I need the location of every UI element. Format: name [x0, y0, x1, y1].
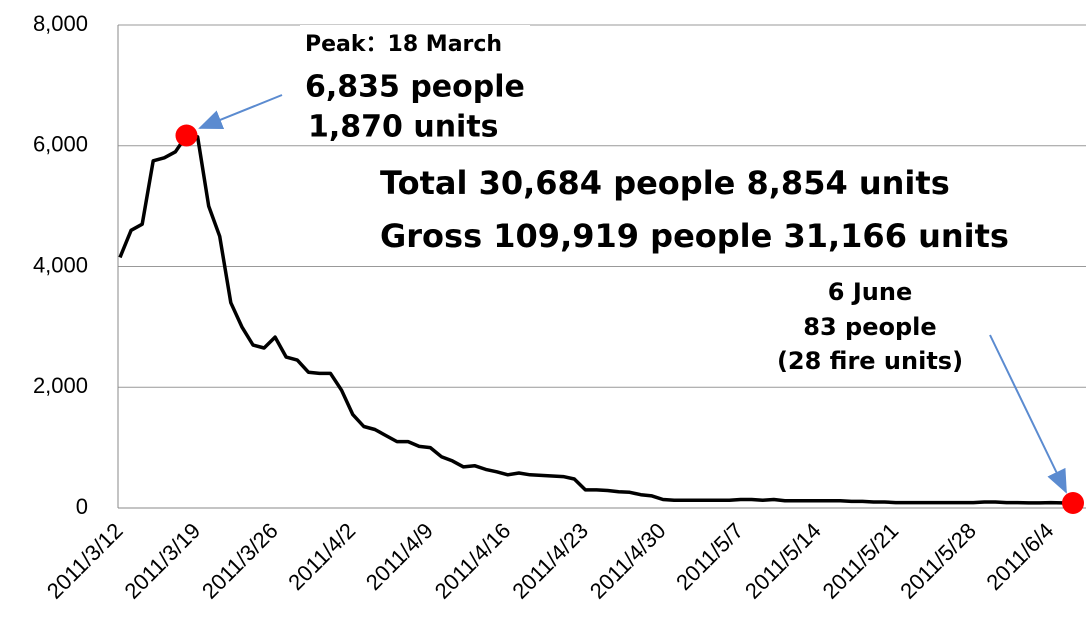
- annotation: Total 30,684 people 8,854 units: [380, 164, 950, 202]
- x-tick-label: 2011/4/23: [507, 518, 593, 604]
- annotation-bg: [300, 25, 530, 145]
- y-tick-label: 0: [76, 494, 88, 519]
- x-tick-label: 2011/4/16: [430, 518, 516, 604]
- x-tick-label: 2011/3/19: [119, 518, 205, 604]
- annotation-bg: [372, 158, 982, 258]
- x-tick-label: 2011/4/9: [361, 518, 438, 595]
- highlight-point: [175, 124, 198, 147]
- y-tick-label: 4,000: [33, 252, 88, 277]
- y-tick-label: 2,000: [33, 373, 88, 398]
- x-tick-label: 2011/3/26: [197, 518, 283, 604]
- marks: [118, 124, 1084, 514]
- annotation: Peak：18 March: [305, 32, 502, 57]
- x-tick-label: 2011/5/21: [818, 518, 904, 604]
- annotation-bg: [755, 275, 987, 385]
- x-tick-label: 2011/5/7: [671, 518, 748, 595]
- arrow: [198, 94, 283, 130]
- data-line: [118, 133, 1074, 505]
- annotation: 83 people: [803, 313, 936, 341]
- arrow: [989, 334, 1067, 494]
- highlight-point: [1062, 491, 1084, 514]
- annotation: 1,870 units: [308, 110, 499, 145]
- x-tick-label: 2011/6/4: [981, 518, 1058, 595]
- x-tick-label: 2011/5/28: [895, 518, 981, 604]
- annotation: (28 fire units): [777, 347, 963, 375]
- annotation: Gross 109,919 people 31,166 units: [380, 217, 1009, 255]
- annotation: 6,835 people: [305, 70, 525, 105]
- x-tick-label: 2011/4/30: [585, 518, 671, 604]
- y-tick-label: 6,000: [33, 132, 88, 157]
- x-tick-label: 2011/3/12: [42, 518, 128, 604]
- overlay: Peak：18 March 6,835 people 1,870 units Tota…: [305, 32, 1009, 375]
- annotation: 6 June: [828, 278, 912, 306]
- y-tick-label: 8,000: [33, 11, 88, 36]
- x-tick-label: 2011/4/2: [283, 518, 360, 595]
- x-tick-label: 2011/5/14: [740, 518, 826, 604]
